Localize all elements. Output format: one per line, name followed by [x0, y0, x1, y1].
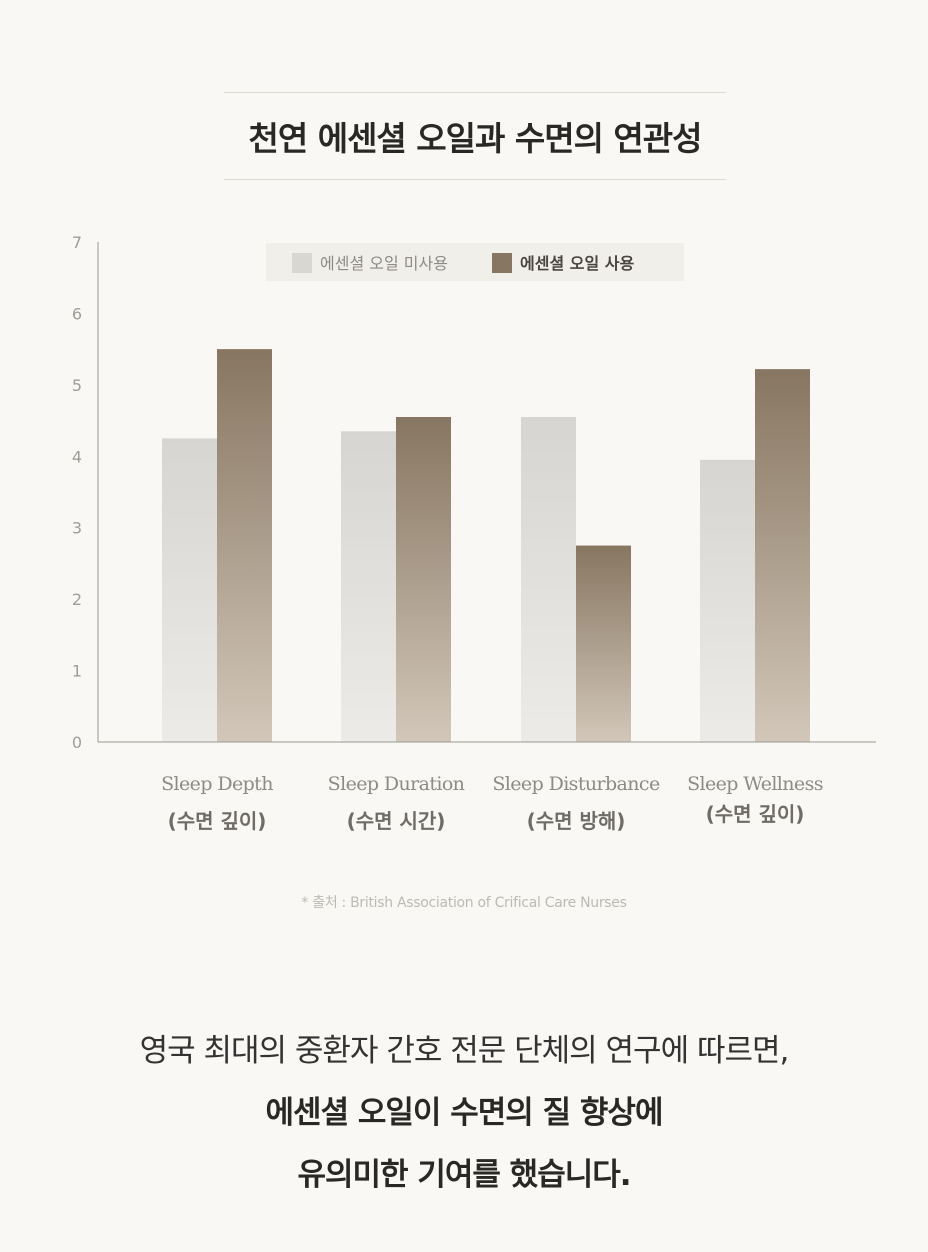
bar-oil [217, 349, 272, 742]
source-note: * 출처 : British Association of Crifical C… [301, 895, 627, 911]
x-tick-label-en: Sleep Disturbance [492, 773, 660, 795]
y-tick-label: 4 [72, 447, 82, 466]
summary-line-3: 유의미한 기여를 했습니다. [297, 1157, 631, 1193]
summary-line-1: 영국 최대의 중환자 간호 전문 단체의 연구에 따르면, [139, 1033, 790, 1069]
x-tick-label-ko: (수면 깊이) [168, 809, 267, 833]
legend-swatch-no-oil [292, 253, 312, 273]
bar-oil [755, 369, 810, 742]
bar-no-oil [700, 459, 755, 742]
x-tick-label-ko: (수면 시간) [347, 809, 446, 833]
y-tick-label: 1 [72, 662, 82, 681]
legend-background [266, 243, 684, 281]
bar-oil [576, 545, 631, 742]
x-tick-label-ko: (수면 깊이) [706, 802, 805, 826]
bar-oil [396, 417, 451, 742]
y-tick-label: 7 [72, 233, 82, 252]
summary-line-2: 에센셜 오일이 수면의 질 향상에 [265, 1095, 664, 1131]
x-tick-label-en: Sleep Duration [328, 773, 465, 795]
legend-swatch-oil [492, 253, 512, 273]
y-tick-label: 0 [72, 733, 82, 752]
y-tick-label: 3 [72, 519, 82, 538]
y-tick-label: 5 [72, 376, 82, 395]
bar-chart: 0 1 2 3 4 5 6 7 에센셜 오일 미사용 에센셜 오일 사용 Sleep Dept… [72, 233, 876, 833]
title-box: 천연 에센셜 오일과 수면의 연관성 [224, 92, 726, 180]
bar-no-oil [341, 431, 396, 742]
legend-label-oil: 에센셜 오일 사용 [520, 254, 634, 273]
x-tick-label-en: Sleep Wellness [687, 773, 823, 795]
y-tick-label: 2 [72, 590, 82, 609]
bar-no-oil [162, 438, 217, 742]
x-tick-label-en: Sleep Depth [161, 773, 273, 795]
x-tick-label-ko: (수면 방해) [527, 809, 626, 833]
y-tick-label: 6 [72, 304, 82, 323]
legend: 에센셜 오일 미사용 에센셜 오일 사용 [266, 243, 684, 281]
legend-label-no-oil: 에센셜 오일 미사용 [320, 254, 448, 273]
bar-no-oil [521, 417, 576, 742]
summary-text: 영국 최대의 중환자 간호 전문 단체의 연구에 따르면, 에센셜 오일이 수면… [0, 1020, 928, 1206]
page-title: 천연 에센셜 오일과 수면의 연관성 [248, 119, 703, 158]
